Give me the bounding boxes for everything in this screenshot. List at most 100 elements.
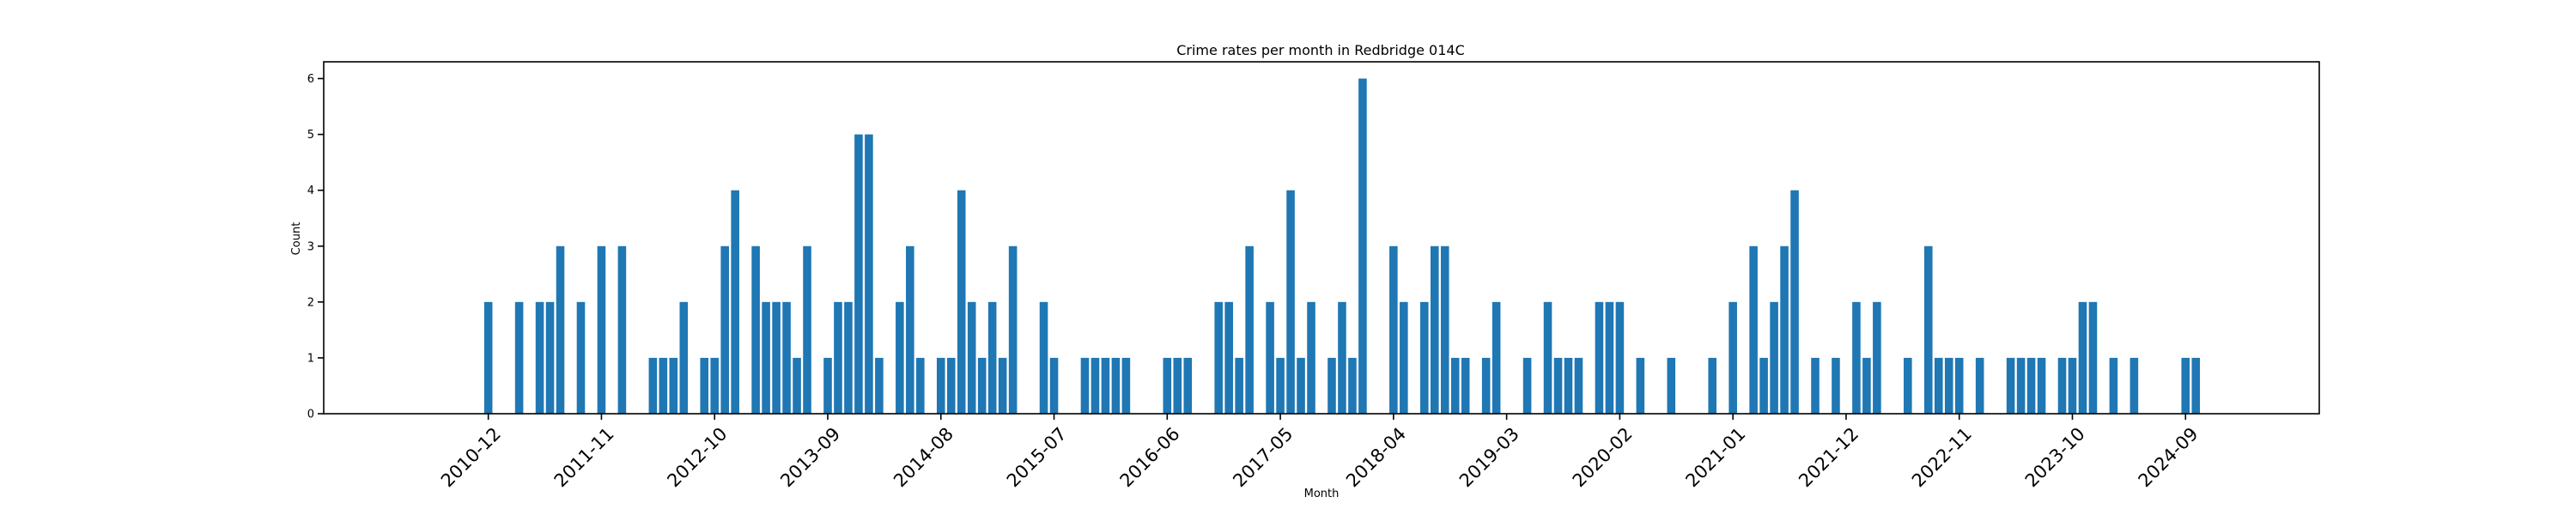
bar-2016-11 xyxy=(1214,301,1223,414)
bar-2013-11 xyxy=(844,301,853,414)
bar-2015-10 xyxy=(1080,357,1090,414)
bar-2011-06 xyxy=(545,301,555,414)
bar-2017-01 xyxy=(1235,357,1243,414)
bar-2020-01 xyxy=(1605,301,1614,414)
bar-2015-02 xyxy=(998,357,1007,414)
bar-2019-05 xyxy=(1522,357,1532,414)
bar-2021-01 xyxy=(1728,301,1737,414)
x-tick-label: 2014-08 xyxy=(890,423,957,491)
bar-2012-04 xyxy=(648,357,658,414)
bar-2018-07 xyxy=(1420,301,1429,414)
bar-2013-02 xyxy=(751,245,760,414)
bar-2019-07 xyxy=(1543,301,1552,414)
bar-2017-04 xyxy=(1266,301,1274,414)
bar-2019-12 xyxy=(1595,301,1604,414)
bar-2019-08 xyxy=(1553,357,1563,414)
bar-2014-08 xyxy=(936,357,945,414)
x-tick-label: 2023-10 xyxy=(2021,423,2089,491)
bar-2011-09 xyxy=(576,301,586,414)
bar-2022-01 xyxy=(1852,301,1861,414)
bar-2017-07 xyxy=(1297,357,1305,414)
y-axis: 0 1 2 3 4 5 6 xyxy=(307,73,324,421)
bar-2022-02 xyxy=(1862,357,1871,414)
x-tick-label: 2015-07 xyxy=(1003,423,1071,491)
bar-2017-02 xyxy=(1245,245,1254,414)
bar-2023-07 xyxy=(2037,357,2046,414)
bar-2023-01 xyxy=(1975,357,1984,414)
bar-2022-06 xyxy=(1904,357,1912,414)
bar-2018-09 xyxy=(1440,245,1449,414)
bar-2017-11 xyxy=(1338,301,1346,414)
bar-2014-11 xyxy=(967,301,976,414)
bar-2018-01 xyxy=(1358,78,1367,415)
bar-2016-02 xyxy=(1121,357,1131,414)
y-tick-label: 1 xyxy=(307,352,314,365)
bar-2012-07 xyxy=(679,301,689,414)
bar-2013-05 xyxy=(782,301,791,414)
bar-2022-03 xyxy=(1873,301,1881,414)
bar-2018-05 xyxy=(1400,301,1408,414)
bar-2021-07 xyxy=(1790,190,1799,414)
bar-2020-04 xyxy=(1636,357,1645,414)
bar-2016-06 xyxy=(1163,357,1172,414)
chart-title: Crime rates per month in Redbridge 014C xyxy=(1176,42,1465,58)
bar-2016-07 xyxy=(1173,357,1182,414)
bar-2011-05 xyxy=(535,301,544,414)
x-axis: 2010-12 2011-11 2012-10 2013-09 2014-08 2015-… xyxy=(437,414,2202,491)
bar-2017-05 xyxy=(1276,357,1285,414)
bar-2024-04 xyxy=(2129,357,2139,414)
x-tick-label: 2017-05 xyxy=(1229,423,1297,491)
y-tick-label: 2 xyxy=(307,296,314,309)
bar-2018-11 xyxy=(1461,357,1470,414)
y-tick-label: 3 xyxy=(307,240,314,253)
bar-2023-06 xyxy=(2026,357,2036,414)
bar-2021-09 xyxy=(1811,357,1820,414)
bar-2021-05 xyxy=(1770,301,1778,414)
bar-2012-01 xyxy=(617,245,627,414)
x-tick-label: 2024-09 xyxy=(2135,423,2202,491)
y-tick-label: 0 xyxy=(307,409,314,421)
bar-2012-05 xyxy=(659,357,668,414)
bar-2014-02 xyxy=(875,357,884,414)
x-tick-label: 2021-12 xyxy=(1795,423,1862,491)
bar-2012-06 xyxy=(669,357,678,414)
bar-2012-11 xyxy=(720,245,729,414)
x-axis-label: Month xyxy=(1304,488,1340,500)
bar-2023-10 xyxy=(2068,357,2077,414)
bar-2011-11 xyxy=(597,245,606,414)
bar-2019-10 xyxy=(1574,357,1583,414)
x-tick-label: 2018-04 xyxy=(1342,423,1410,491)
bar-2024-10 xyxy=(2191,357,2201,414)
bar-2016-12 xyxy=(1224,301,1233,414)
bar-2016-01 xyxy=(1111,357,1121,414)
y-tick-label: 6 xyxy=(307,73,314,86)
bar-2013-04 xyxy=(772,301,781,414)
x-tick-label: 2010-12 xyxy=(437,423,505,491)
bar-2023-11 xyxy=(2078,301,2087,414)
bar-2015-01 xyxy=(987,301,997,414)
bar-2014-09 xyxy=(946,357,956,414)
y-tick-label: 5 xyxy=(307,129,314,142)
x-tick-label: 2013-09 xyxy=(776,423,844,491)
bar-2021-06 xyxy=(1780,245,1789,414)
x-tick-label: 2012-10 xyxy=(663,423,731,491)
bar-2022-10 xyxy=(1944,357,1953,414)
bar-2013-03 xyxy=(762,301,770,414)
bar-2016-08 xyxy=(1183,357,1193,414)
bar-2013-07 xyxy=(803,245,811,414)
x-tick-label: 2022-11 xyxy=(1908,423,1976,491)
bar-2014-06 xyxy=(916,357,925,414)
bar-2023-05 xyxy=(2016,357,2026,414)
bar-2017-08 xyxy=(1307,301,1315,414)
bar-2011-07 xyxy=(556,245,565,414)
bar-2023-04 xyxy=(2006,357,2015,414)
bar-2022-08 xyxy=(1923,245,1933,414)
bar-2014-01 xyxy=(865,134,873,414)
x-tick-label: 2021-01 xyxy=(1681,423,1749,491)
bar-2019-01 xyxy=(1481,357,1491,414)
bar-2015-06 xyxy=(1039,301,1048,414)
bar-2021-03 xyxy=(1749,245,1758,414)
bar-2013-09 xyxy=(823,357,832,414)
bar-2015-12 xyxy=(1101,357,1110,414)
x-tick-label: 2011-11 xyxy=(550,423,618,491)
